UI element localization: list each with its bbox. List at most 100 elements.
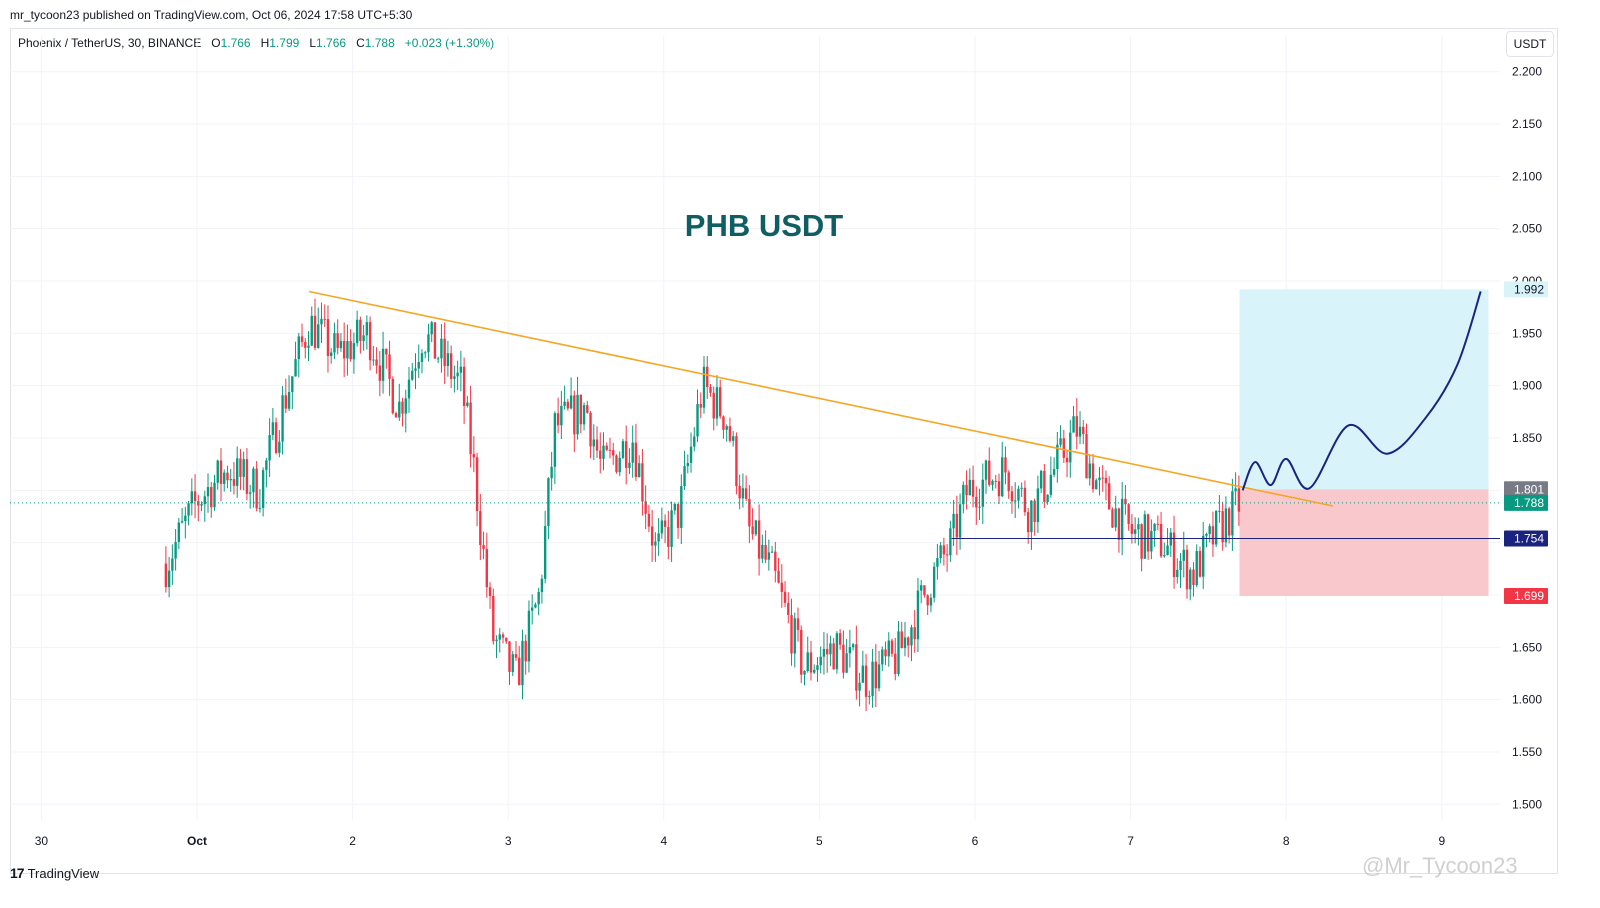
candle-body: [647, 513, 651, 527]
candle-body: [1001, 457, 1004, 497]
candle-body: [359, 319, 362, 342]
candle-body: [375, 359, 378, 366]
candle-body: [829, 643, 832, 655]
tradingview-logo[interactable]: 17 TradingView: [10, 865, 99, 881]
candle-body: [385, 348, 388, 355]
candle-body: [213, 482, 216, 508]
candle-body: [1062, 438, 1066, 458]
y-tick-label: 1.500: [1512, 797, 1542, 811]
candle-body: [560, 405, 563, 426]
candle-body: [469, 402, 472, 455]
candle-body: [300, 336, 304, 342]
chart-title: PHB USDT: [685, 208, 844, 243]
candle-body: [722, 416, 725, 430]
candle-body: [592, 439, 595, 447]
x-tick-label: 4: [660, 834, 667, 848]
candle-body: [518, 657, 521, 686]
candle-body: [825, 648, 829, 655]
candle-body: [809, 652, 813, 673]
candle-body: [1069, 432, 1072, 463]
currency-selector[interactable]: USDT: [1506, 31, 1554, 57]
candle-body: [803, 670, 806, 675]
candle-body: [819, 656, 822, 666]
candle-body: [1189, 569, 1192, 590]
candle-body: [735, 436, 738, 487]
candle-body: [326, 319, 330, 356]
candle-body: [1176, 569, 1179, 578]
candle-body: [556, 413, 560, 426]
candle-body: [1140, 524, 1143, 559]
candle-body: [848, 647, 852, 654]
candle-body: [871, 661, 874, 696]
candle-body: [1082, 426, 1085, 435]
candle-body: [748, 498, 751, 527]
candle-body: [1156, 523, 1160, 525]
candle-body: [388, 354, 391, 379]
candle-body: [861, 665, 865, 683]
candle-body: [453, 376, 456, 379]
candle-body: [738, 486, 741, 499]
candle-body: [167, 570, 171, 588]
candle-body: [430, 322, 433, 335]
candle-body: [971, 479, 975, 497]
candle-body: [686, 462, 689, 467]
candle-body: [903, 637, 907, 649]
candle-body: [1150, 530, 1153, 552]
candle-body: [352, 343, 356, 360]
candle-body: [553, 413, 557, 467]
candle-body: [391, 378, 394, 414]
candle-body: [543, 526, 547, 579]
candle-body: [443, 338, 446, 366]
candle-body: [320, 318, 323, 325]
candle-body: [1214, 510, 1218, 545]
candle-body: [731, 436, 735, 441]
candle-body: [589, 412, 592, 447]
candle-body: [576, 394, 579, 435]
symbol-name[interactable]: Phoenix / TetherUS, 30, BINANCE: [18, 36, 202, 50]
candle-body: [1023, 487, 1027, 513]
candle-body: [534, 604, 537, 608]
candle-body: [339, 341, 343, 349]
y-tick-label: 2.050: [1512, 222, 1542, 236]
price-label: 1.801: [1514, 482, 1544, 496]
candle-body: [660, 520, 664, 534]
candle-body: [929, 597, 933, 606]
candle-body: [1227, 508, 1231, 536]
candle-body: [479, 511, 482, 546]
candle-body: [381, 348, 385, 381]
candle-body: [537, 591, 540, 605]
candle-body: [579, 394, 583, 425]
candle-body: [913, 627, 916, 640]
candle-body: [1072, 416, 1075, 433]
candle-body: [297, 336, 300, 360]
candle-body: [693, 436, 696, 447]
candle-body: [900, 631, 903, 649]
candle-body: [414, 368, 417, 371]
candle-body: [787, 602, 790, 616]
candle-body: [427, 334, 430, 353]
candle-body: [1036, 488, 1040, 523]
candle-body: [657, 533, 660, 542]
candle-body: [631, 442, 634, 463]
candle-body: [258, 507, 262, 509]
candle-body: [372, 359, 375, 361]
candle-body: [1205, 533, 1208, 536]
candle-body: [1159, 523, 1163, 557]
candle-body: [881, 649, 884, 665]
candle-body: [530, 607, 534, 611]
candle-body: [1198, 551, 1202, 577]
candle-body: [449, 353, 453, 379]
candle-body: [456, 372, 459, 377]
candle-body: [945, 554, 949, 556]
candle-body: [955, 513, 959, 538]
x-tick-label: 9: [1438, 834, 1445, 848]
candles: [164, 298, 1241, 711]
candle-body: [424, 352, 427, 354]
candle-body: [1137, 524, 1140, 530]
x-tick-label: 8: [1283, 834, 1290, 848]
candle-body: [1059, 438, 1062, 445]
candle-body: [485, 549, 489, 588]
candle-body: [482, 545, 485, 550]
candle-body: [1049, 474, 1053, 495]
